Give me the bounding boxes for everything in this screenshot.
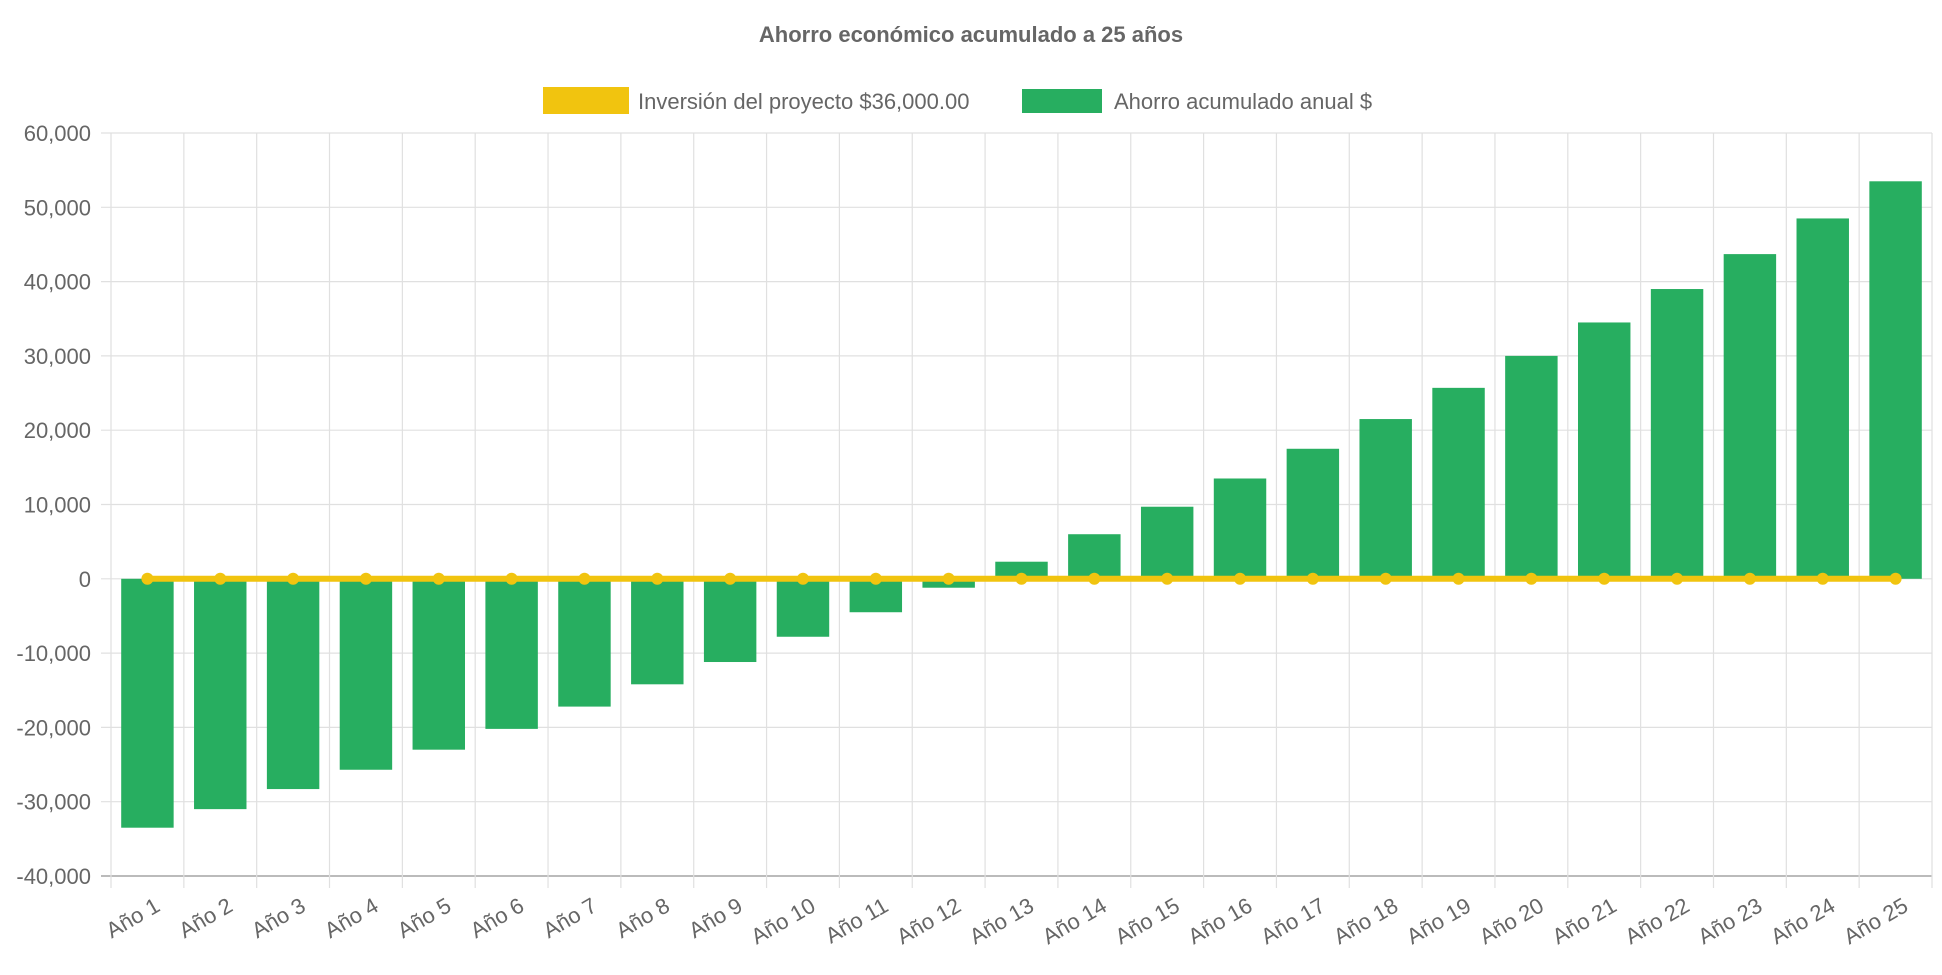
chart-title: Ahorro económico acumulado a 25 años bbox=[759, 22, 1183, 47]
x-tick-label: Año 17 bbox=[1256, 893, 1329, 950]
legend: Inversión del proyecto $36,000.00 Ahorro… bbox=[543, 87, 1372, 114]
legend-swatch-ahorro bbox=[1022, 89, 1102, 113]
bar bbox=[266, 578, 320, 790]
investment-point bbox=[651, 572, 664, 585]
investment-point bbox=[1525, 572, 1538, 585]
bar bbox=[1359, 419, 1412, 579]
bar bbox=[703, 578, 757, 663]
x-tick-label: Año 20 bbox=[1475, 893, 1548, 950]
investment-point bbox=[287, 572, 300, 585]
y-tick-label: -30,000 bbox=[16, 790, 91, 815]
x-tick-label: Año 18 bbox=[1329, 893, 1402, 950]
bar bbox=[1505, 355, 1558, 579]
x-tick-label: Año 15 bbox=[1111, 893, 1184, 950]
investment-point bbox=[1088, 572, 1101, 585]
bar bbox=[121, 578, 174, 828]
x-tick-label: Año 16 bbox=[1184, 893, 1257, 950]
x-tick-label: Año 24 bbox=[1766, 893, 1839, 950]
x-tick-label: Año 10 bbox=[747, 893, 820, 950]
investment-point bbox=[359, 572, 372, 585]
investment-point bbox=[1889, 572, 1902, 585]
investment-point bbox=[1816, 572, 1829, 585]
y-tick-label: -40,000 bbox=[16, 864, 91, 889]
investment-point bbox=[214, 572, 227, 585]
investment-point bbox=[505, 572, 518, 585]
x-tick-label: Año 23 bbox=[1694, 893, 1767, 950]
x-axis: Año 1 Año 2 Año 3 Año 4 Año 5 Año 6 Año 7 Año 8… bbox=[102, 893, 1912, 950]
bar bbox=[558, 578, 611, 707]
legend-swatch-inversion bbox=[543, 87, 629, 114]
bar bbox=[1723, 254, 1777, 579]
x-tick-label: Año 19 bbox=[1402, 893, 1475, 950]
bar bbox=[995, 561, 1048, 579]
bars bbox=[121, 181, 1922, 828]
y-axis: 60,000 50,000 40,000 30,000 20,000 10,000 0 -10… bbox=[16, 121, 91, 889]
investment-point bbox=[1379, 572, 1392, 585]
investment-point bbox=[578, 572, 591, 585]
bar bbox=[1869, 181, 1922, 579]
bar bbox=[1286, 448, 1340, 579]
bar bbox=[485, 578, 538, 729]
x-tick-label: Año 9 bbox=[684, 893, 746, 943]
bar bbox=[631, 578, 684, 685]
investment-line bbox=[141, 572, 1902, 585]
y-tick-label: 60,000 bbox=[24, 121, 91, 146]
x-tick-label: Año 21 bbox=[1548, 893, 1621, 950]
investment-point bbox=[432, 572, 445, 585]
legend-item-ahorro[interactable]: Ahorro acumulado anual $ bbox=[1022, 89, 1372, 114]
bar bbox=[1432, 387, 1485, 579]
y-tick-label: 10,000 bbox=[24, 493, 91, 518]
investment-point bbox=[724, 572, 737, 585]
y-tick-label: 20,000 bbox=[24, 418, 91, 443]
legend-item-inversion[interactable]: Inversión del proyecto $36,000.00 bbox=[543, 87, 969, 114]
bar bbox=[1577, 322, 1631, 579]
x-tick-label: Año 1 bbox=[102, 893, 164, 943]
y-tick-label: -20,000 bbox=[16, 715, 91, 740]
legend-label-inversion: Inversión del proyecto $36,000.00 bbox=[638, 89, 969, 114]
x-tick-label: Año 22 bbox=[1621, 893, 1694, 950]
bar bbox=[339, 578, 393, 770]
x-tick-label: Año 3 bbox=[247, 893, 309, 943]
x-tick-label: Año 8 bbox=[612, 893, 674, 943]
investment-point bbox=[796, 572, 809, 585]
investment-point bbox=[1598, 572, 1611, 585]
bar bbox=[412, 578, 466, 750]
bar bbox=[1140, 506, 1194, 579]
bar bbox=[1796, 218, 1849, 579]
y-tick-label: -10,000 bbox=[16, 641, 91, 666]
investment-point bbox=[869, 572, 882, 585]
investment-point bbox=[1452, 572, 1465, 585]
x-tick-label: Año 7 bbox=[539, 893, 601, 943]
x-tick-label: Año 12 bbox=[892, 893, 965, 950]
x-tick-label: Año 25 bbox=[1839, 893, 1912, 950]
investment-point bbox=[1743, 572, 1756, 585]
x-tick-label: Año 14 bbox=[1038, 893, 1111, 950]
grid bbox=[101, 132, 1933, 888]
investment-point bbox=[1306, 572, 1319, 585]
legend-label-ahorro: Ahorro acumulado anual $ bbox=[1114, 89, 1372, 114]
y-tick-label: 30,000 bbox=[24, 344, 91, 369]
x-tick-label: Año 2 bbox=[174, 893, 236, 943]
x-tick-label: Año 6 bbox=[466, 893, 528, 943]
y-tick-label: 0 bbox=[79, 567, 91, 592]
x-tick-label: Año 13 bbox=[965, 893, 1038, 950]
y-tick-label: 50,000 bbox=[24, 195, 91, 220]
bar bbox=[194, 578, 247, 810]
x-tick-label: Año 5 bbox=[393, 893, 455, 943]
x-tick-label: Año 11 bbox=[821, 893, 892, 949]
bar bbox=[1068, 534, 1121, 579]
bar bbox=[1650, 289, 1704, 579]
investment-point bbox=[141, 572, 154, 585]
bar bbox=[776, 578, 830, 637]
investment-point bbox=[1161, 572, 1174, 585]
x-tick-label: Año 4 bbox=[320, 893, 382, 943]
investment-point bbox=[1671, 572, 1684, 585]
bar bbox=[1213, 478, 1267, 579]
y-tick-label: 40,000 bbox=[24, 270, 91, 295]
investment-point bbox=[1015, 572, 1028, 585]
investment-point bbox=[942, 572, 955, 585]
investment-point bbox=[1234, 572, 1247, 585]
